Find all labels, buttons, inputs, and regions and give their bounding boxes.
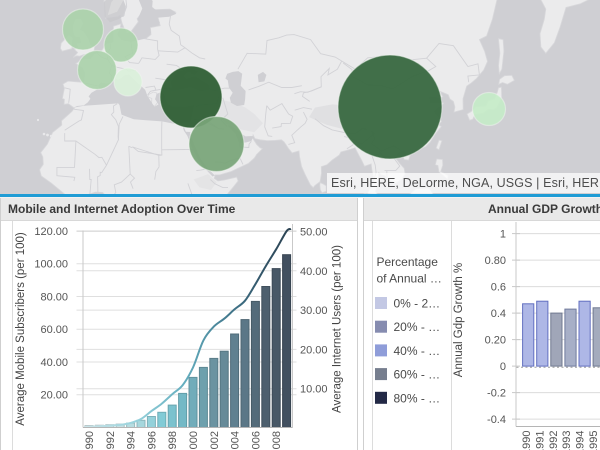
svg-text:Average Mobile Subscribers (pe: Average Mobile Subscribers (per 100) <box>15 232 27 426</box>
svg-text:0.6: 0.6 <box>491 282 506 294</box>
svg-text:1994: 1994 <box>126 431 138 450</box>
svg-text:0.4: 0.4 <box>491 308 506 320</box>
svg-text:1990: 1990 <box>521 431 533 450</box>
svg-text:1991: 1991 <box>534 431 546 450</box>
svg-text:1: 1 <box>500 229 506 241</box>
svg-text:40.00: 40.00 <box>300 266 328 278</box>
svg-text:2006: 2006 <box>250 431 262 450</box>
svg-text:1992: 1992 <box>548 431 560 450</box>
svg-text:0.80: 0.80 <box>485 255 506 267</box>
svg-text:60.00: 60.00 <box>40 324 68 336</box>
svg-text:100.00: 100.00 <box>34 259 68 271</box>
svg-text:1995: 1995 <box>588 431 600 450</box>
svg-text:30.00: 30.00 <box>300 305 328 317</box>
svg-text:2000: 2000 <box>188 431 200 450</box>
svg-text:0% - 2…: 0% - 2… <box>394 297 441 311</box>
svg-text:50.00: 50.00 <box>300 227 328 239</box>
svg-text:-0.4: -0.4 <box>487 414 506 426</box>
svg-text:2008: 2008 <box>271 431 283 450</box>
svg-text:1998: 1998 <box>167 431 179 450</box>
svg-text:10.00: 10.00 <box>300 384 328 396</box>
svg-text:20% - …: 20% - … <box>394 320 441 334</box>
svg-text:1993: 1993 <box>561 431 573 450</box>
svg-text:2002: 2002 <box>209 431 221 450</box>
svg-text:Annual Gdp Growth %: Annual Gdp Growth % <box>453 263 465 377</box>
svg-text:60% - …: 60% - … <box>394 368 441 382</box>
svg-text:40% - …: 40% - … <box>394 344 441 358</box>
svg-text:-0.2: -0.2 <box>487 388 506 400</box>
svg-text:1990: 1990 <box>84 431 96 450</box>
svg-text:80% - …: 80% - … <box>394 391 441 405</box>
svg-text:120.00: 120.00 <box>34 226 68 238</box>
svg-text:Average Internet Users (per 10: Average Internet Users (per 100) <box>332 245 344 413</box>
svg-text:1996: 1996 <box>146 431 158 450</box>
svg-text:Percentage: Percentage <box>377 255 439 269</box>
svg-text:1992: 1992 <box>105 431 117 450</box>
svg-text:20.00: 20.00 <box>300 344 328 356</box>
svg-text:2004: 2004 <box>230 431 242 450</box>
svg-text:80.00: 80.00 <box>40 292 68 304</box>
svg-text:of Annual …: of Annual … <box>377 272 442 286</box>
svg-text:0.20: 0.20 <box>485 335 506 347</box>
svg-text:40.00: 40.00 <box>40 357 68 369</box>
svg-text:1994: 1994 <box>575 431 587 450</box>
svg-text:20.00: 20.00 <box>40 390 68 402</box>
svg-text:0: 0 <box>500 361 506 373</box>
